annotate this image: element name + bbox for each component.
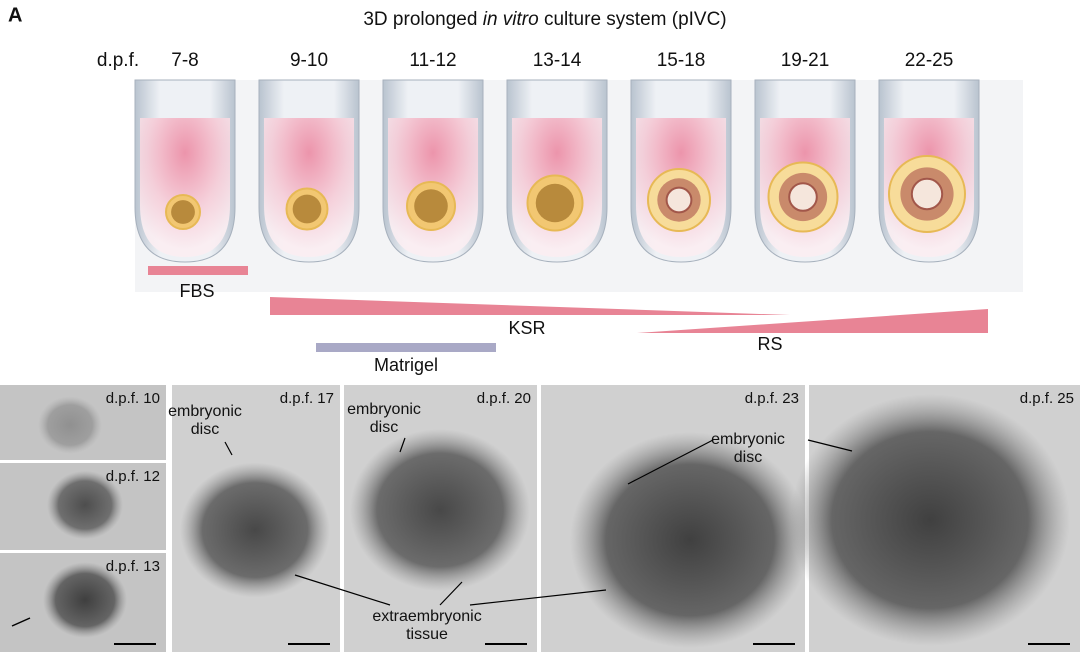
embryo-cavity — [788, 182, 818, 212]
annotation: disc — [370, 419, 398, 436]
stage-value: 7-8 — [171, 50, 198, 71]
embryo-cavity — [665, 186, 693, 214]
leader-line — [807, 439, 853, 452]
specimen — [43, 562, 127, 638]
rs-wedge — [637, 309, 988, 333]
leader-line — [439, 581, 463, 606]
annotation: embryonic — [347, 401, 421, 418]
annotation: disc — [191, 421, 219, 438]
stage-value: 11-12 — [409, 50, 456, 71]
fbs-bar — [148, 266, 248, 275]
embryo-inner — [171, 200, 195, 224]
title-part: 3D prolonged — [363, 9, 482, 30]
stage-value: 9-10 — [290, 50, 328, 71]
leader-line — [469, 589, 607, 606]
media-label: FBS — [179, 281, 214, 301]
image-label: d.p.f. 12 — [106, 468, 160, 485]
media-label: KSR — [508, 318, 545, 338]
leader-line — [627, 439, 714, 485]
medium — [264, 118, 354, 257]
media-label: RS — [757, 334, 782, 354]
image-label: d.p.f. 13 — [106, 558, 160, 575]
annotation: embryonic — [711, 431, 785, 448]
stage-value: 19-21 — [781, 50, 830, 71]
media-label: Matrigel — [374, 355, 438, 375]
annotation: tissue — [406, 626, 448, 643]
leader-line — [224, 441, 233, 456]
stage-value: 13-14 — [533, 50, 582, 71]
stage-label: d.p.f. — [97, 50, 139, 71]
specimen — [47, 470, 123, 540]
stage-value: 22-25 — [905, 50, 954, 71]
embryo-inner — [535, 183, 575, 223]
embryo-cavity — [910, 177, 944, 211]
specimen — [180, 462, 330, 598]
medium — [140, 118, 230, 257]
panel-letter: A — [8, 4, 22, 26]
ksr-wedge — [270, 297, 790, 315]
image-label: d.p.f. 17 — [280, 390, 334, 407]
annotation: extraembryonic — [372, 608, 481, 625]
arrow — [11, 617, 31, 627]
specimen — [790, 394, 1070, 646]
image-label: d.p.f. 10 — [106, 390, 160, 407]
image-label: d.p.f. 25 — [1020, 390, 1074, 407]
embryo-inner — [292, 194, 322, 224]
stage-value: 15-18 — [657, 50, 706, 71]
annotation: disc — [734, 449, 762, 466]
title-part: in vitro — [483, 9, 539, 30]
leader-line — [294, 574, 391, 606]
panel-title: 3D prolonged in vitro culture system (pI… — [363, 9, 726, 30]
specimen — [38, 396, 102, 454]
specimen — [570, 432, 810, 648]
matrigel-bar — [316, 343, 496, 352]
image-label: d.p.f. 20 — [477, 390, 531, 407]
annotation: embryonic — [168, 403, 242, 420]
specimen — [350, 429, 530, 591]
image-label: d.p.f. 23 — [745, 390, 799, 407]
embryo-inner — [414, 189, 448, 223]
title-part: culture system (pIVC) — [539, 9, 727, 30]
leader-line — [399, 437, 406, 453]
